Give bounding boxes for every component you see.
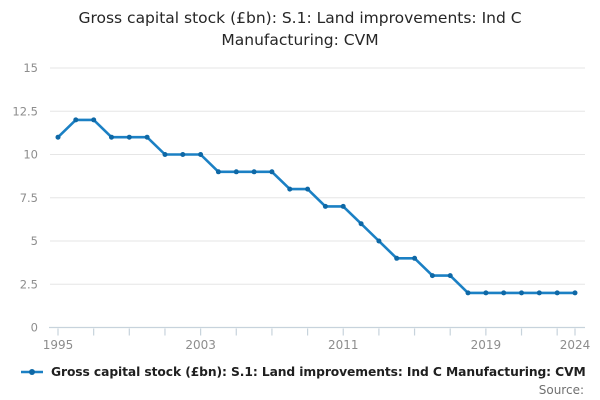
data-point (109, 134, 114, 140)
data-point (251, 169, 257, 175)
y-axis-tick-label: 5 (31, 234, 38, 248)
data-point (126, 134, 132, 140)
data-point (412, 255, 418, 261)
x-axis-tick-label: 2003 (185, 338, 216, 352)
chart-title-line2: Manufacturing: CVM (221, 31, 379, 49)
chart-title: Gross capital stock (£bn): S.1: Land imp… (0, 7, 600, 51)
data-point (483, 290, 489, 296)
data-point (198, 152, 204, 157)
data-point (519, 290, 524, 296)
legend-item-label[interactable]: Gross capital stock (£bn): S.1: Land imp… (51, 365, 586, 379)
x-axis-tick-label: 2011 (328, 338, 359, 352)
data-point (233, 169, 239, 175)
data-point (91, 117, 97, 123)
data-point (55, 134, 61, 140)
data-point (322, 203, 328, 209)
y-axis-tick-label: 2.5 (20, 277, 38, 291)
data-point (305, 186, 311, 192)
legend: Gross capital stock (£bn): S.1: Land imp… (20, 364, 595, 380)
x-axis-tick-label: 2024 (560, 338, 591, 352)
data-point (340, 203, 346, 209)
y-axis-tick-label: 15 (23, 61, 38, 75)
x-axis-tick-label: 2019 (471, 338, 502, 352)
data-point (287, 186, 293, 192)
x-axis-tick-label: 1995 (43, 338, 74, 352)
data-point (536, 290, 542, 296)
y-axis-tick-label: 0 (31, 321, 38, 335)
data-point (180, 152, 186, 157)
y-axis-tick-label: 7.5 (20, 191, 38, 205)
data-point (215, 169, 221, 175)
data-series-line (56, 118, 577, 295)
source-label: Source: (538, 383, 584, 397)
data-point (162, 152, 168, 157)
data-point (358, 221, 364, 227)
chart-title-line1: Gross capital stock (£bn): S.1: Land imp… (78, 9, 522, 27)
legend-line-marker-icon (21, 369, 43, 375)
data-point (465, 290, 471, 296)
y-axis-tick-label: 12.5 (12, 104, 38, 118)
data-point (394, 255, 400, 261)
data-point (73, 117, 79, 123)
data-point (144, 134, 150, 140)
data-point (572, 290, 578, 296)
data-point (429, 273, 435, 279)
data-point (376, 238, 382, 244)
data-point (447, 273, 453, 279)
data-point (501, 290, 507, 296)
data-point (554, 290, 560, 296)
y-axis-tick-label: 10 (23, 148, 38, 162)
data-point (269, 169, 275, 175)
